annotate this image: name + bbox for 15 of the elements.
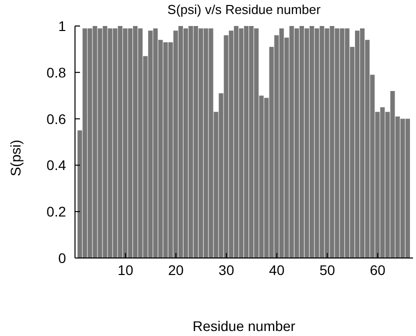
chart-title: S(psi) v/s Residue number <box>166 2 322 17</box>
y-tick-label: 0 <box>58 250 66 266</box>
y-tick-label: 1 <box>58 18 66 34</box>
y-tick-label: 0.2 <box>46 204 66 220</box>
x-tick-label: 60 <box>370 262 386 278</box>
y-tick-label: 0.6 <box>46 110 66 127</box>
x-tick-label: 50 <box>319 262 336 278</box>
y-tick-label: 0.8 <box>46 64 66 80</box>
x-tick-label: 30 <box>218 262 234 278</box>
x-tick-label: 20 <box>168 262 184 278</box>
x-tick-label: 40 <box>269 262 285 278</box>
x-tick-label: 10 <box>118 262 134 278</box>
x-axis-title: Residue number <box>192 318 296 334</box>
y-axis-title: S(psi) <box>7 140 23 176</box>
y-tick-label: 0.4 <box>46 157 66 174</box>
